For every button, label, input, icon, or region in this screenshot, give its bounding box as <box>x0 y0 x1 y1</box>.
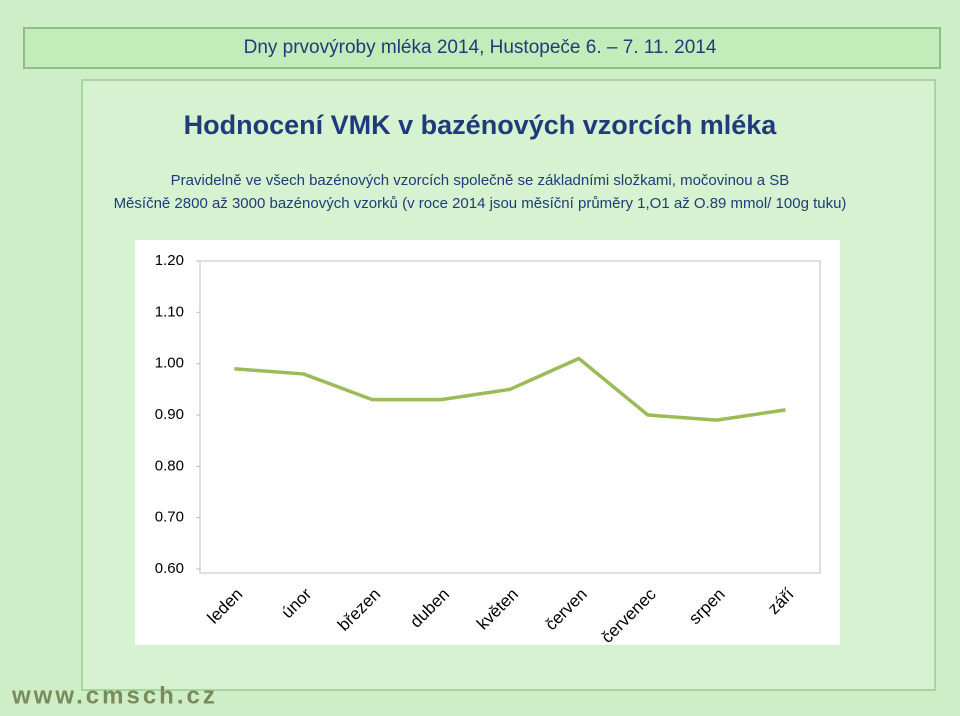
y-tick-label: 1.10 <box>155 303 184 320</box>
y-tick-label: 0.80 <box>155 457 184 474</box>
banner-box <box>23 27 941 69</box>
data-line <box>234 356 786 422</box>
y-tick-label: 1.20 <box>155 252 184 269</box>
chart-area <box>135 240 840 645</box>
subtitle-line: Měsíčně 2800 až 3000 bazénových vzorků (… <box>114 195 847 212</box>
y-tick-label: 1.00 <box>155 355 184 372</box>
y-tick-label: 0.90 <box>155 406 184 423</box>
y-tick-label: 0.60 <box>155 560 184 577</box>
banner: Dny prvovýroby mléka 2014, Hustopeče 6. … <box>244 37 717 58</box>
y-tick-label: 0.70 <box>155 509 184 526</box>
subtitle-line: Pravidelně ve všech bazénových vzorcích … <box>171 172 790 189</box>
footer-url: www.cmsch.cz <box>11 682 218 709</box>
chart-title: Hodnocení VMK v bazénových vzorcích mlék… <box>184 110 778 140</box>
plot-frame <box>199 260 821 574</box>
